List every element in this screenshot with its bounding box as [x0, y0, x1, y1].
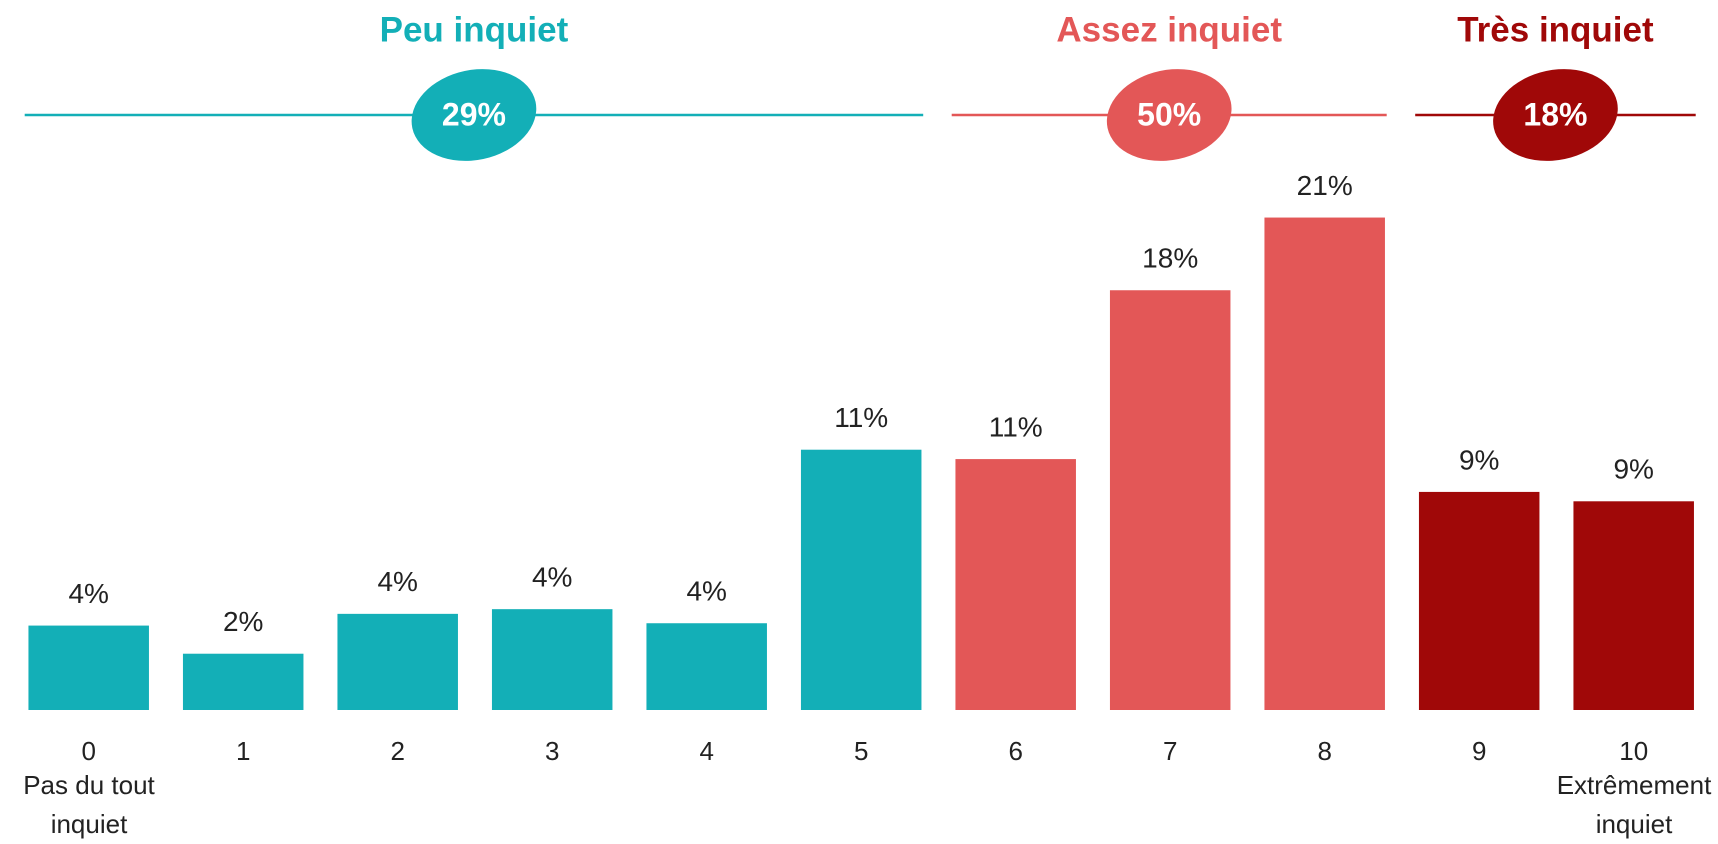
group-badge: [411, 69, 537, 161]
high-label: Extrêmement inquiet: [1556, 770, 1712, 839]
value-label: 21%: [1297, 170, 1353, 201]
value-label: 18%: [1142, 243, 1198, 274]
group-total: 50%: [1137, 96, 1201, 132]
value-label: 11%: [989, 411, 1043, 442]
bar: [1573, 501, 1694, 710]
x-tick-label: 3: [545, 736, 559, 766]
value-label: 4%: [377, 566, 417, 597]
x-tick-label: 2: [390, 736, 404, 766]
x-tick-label: 7: [1163, 736, 1177, 766]
group-total: 18%: [1523, 96, 1587, 132]
x-tick-label: 5: [854, 736, 868, 766]
x-tick-label: 9: [1472, 736, 1486, 766]
value-label: 9%: [1613, 454, 1653, 485]
bar: [337, 613, 458, 710]
bar: [1418, 491, 1540, 710]
value-label: 2%: [223, 606, 263, 637]
value-label: 9%: [1459, 444, 1499, 475]
x-tick-label: 1: [236, 736, 250, 766]
group-total: 29%: [442, 96, 506, 132]
bar: [955, 459, 1076, 710]
bar: [182, 653, 304, 710]
value-label: 4%: [686, 576, 726, 607]
x-tick-label: 10: [1619, 736, 1648, 766]
x-tick-label: 6: [1008, 736, 1022, 766]
bar: [646, 623, 767, 710]
group-title: Peu inquiet: [380, 10, 569, 49]
x-tick-label: 4: [699, 736, 713, 766]
group-title: Très inquiet: [1457, 10, 1654, 49]
value-label: 4%: [68, 578, 108, 609]
low-label: Pas du tout inquiet: [23, 770, 155, 839]
bar: [800, 449, 922, 710]
value-label: 4%: [532, 562, 572, 593]
group-badge: [1106, 69, 1232, 161]
bar: [491, 609, 613, 710]
x-tick-label: 0: [81, 736, 95, 766]
bar: [1264, 217, 1385, 711]
group-badge: [1493, 69, 1618, 161]
group-title: Assez inquiet: [1056, 10, 1282, 49]
bar: [1109, 290, 1231, 710]
x-tick-label: 8: [1317, 736, 1331, 766]
value-label: 11%: [834, 402, 888, 433]
bar: [28, 625, 149, 710]
